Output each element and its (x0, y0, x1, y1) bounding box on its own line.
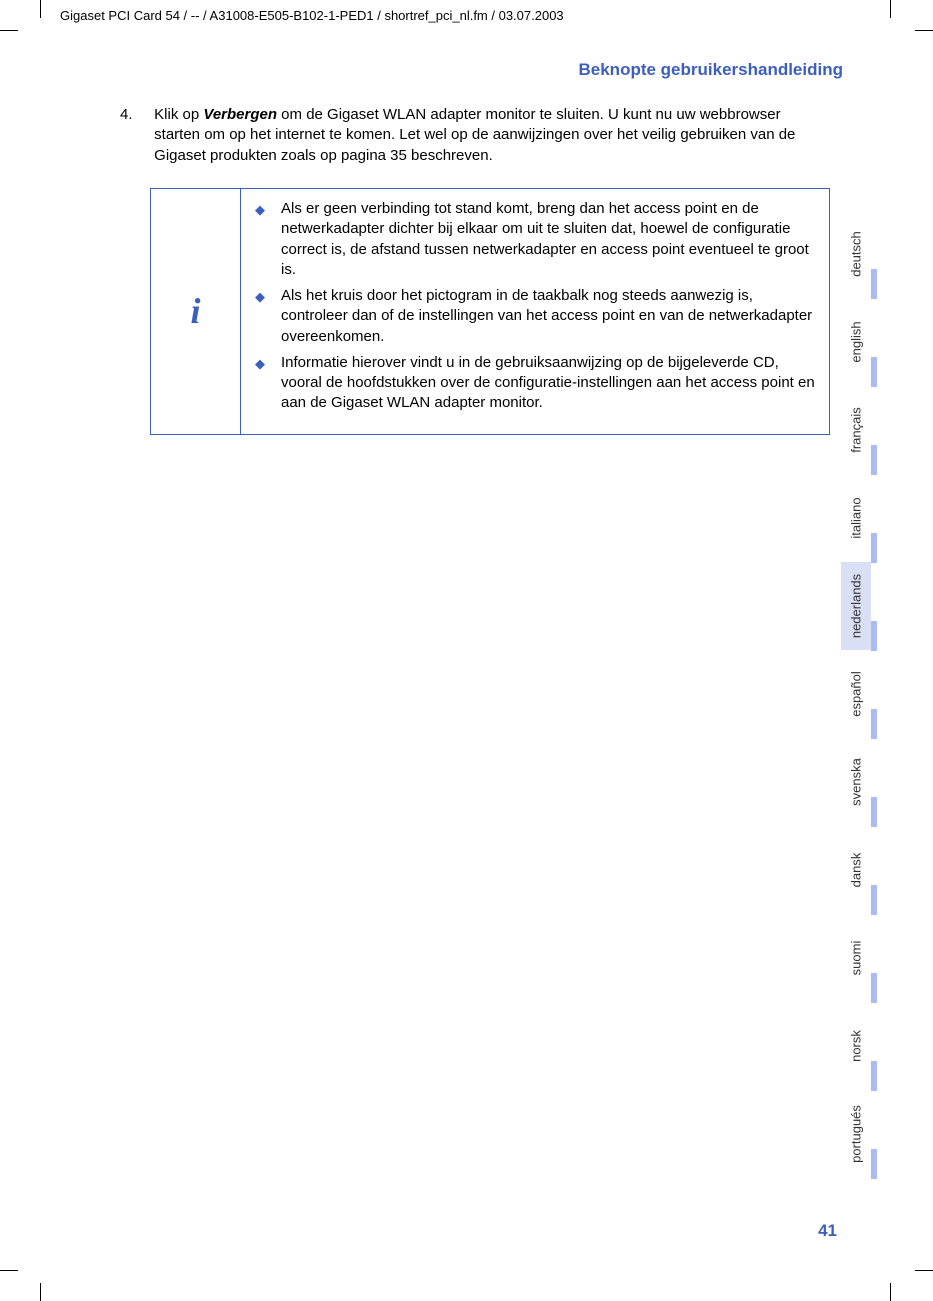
lang-tab-français[interactable]: français (841, 386, 871, 474)
info-bullet-text: Informatie hierover vindt u in de gebrui… (281, 353, 815, 414)
crop-mark (0, 1270, 18, 1271)
step-bold: Verbergen (203, 106, 277, 123)
lang-tab-norsk[interactable]: norsk (841, 1002, 871, 1090)
crop-mark (0, 30, 18, 31)
page-number: 41 (818, 1221, 837, 1241)
lang-tab-bar (871, 709, 877, 739)
page-title: Beknopte gebruikershandleiding (579, 60, 844, 80)
info-bullet-text: Als er geen verbinding tot stand komt, b… (281, 199, 815, 280)
step-number: 4. (120, 105, 150, 125)
lang-label: italiano (849, 497, 864, 538)
lang-label: svenska (849, 758, 864, 806)
step-text: Klik op Verbergen om de Gigaset WLAN ada… (154, 105, 814, 166)
lang-tab-nederlands[interactable]: nederlands (841, 562, 871, 650)
header-path: Gigaset PCI Card 54 / -- / A31008-E505-B… (60, 8, 564, 23)
info-bullet-row: ◆Informatie hierover vindt u in de gebru… (255, 353, 815, 414)
lang-tab-bar (871, 885, 877, 915)
lang-tab-bar (871, 357, 877, 387)
lang-tab-bar (871, 1149, 877, 1179)
lang-tab-bar (871, 533, 877, 563)
lang-tab-italiano[interactable]: italiano (841, 474, 871, 562)
lang-tab-portugués[interactable]: portugués (841, 1090, 871, 1178)
lang-label: nederlands (849, 574, 864, 638)
lang-label: deutsch (849, 231, 864, 277)
lang-label: portugués (849, 1105, 864, 1163)
info-bullet-text: Als het kruis door het pictogram in de t… (281, 286, 815, 347)
step-prefix: Klik op (154, 106, 203, 123)
lang-tab-svenska[interactable]: svenska (841, 738, 871, 826)
info-bullet-row: ◆Als het kruis door het pictogram in de … (255, 286, 815, 347)
step-4: 4. Klik op Verbergen om de Gigaset WLAN … (120, 105, 820, 166)
diamond-bullet-icon: ◆ (255, 353, 281, 414)
crop-mark (40, 0, 41, 18)
lang-tab-bar (871, 797, 877, 827)
info-bullet-row: ◆Als er geen verbinding tot stand komt, … (255, 199, 815, 280)
language-tabs: deutsch english français italiano nederlands… (841, 210, 871, 1178)
lang-tab-bar (871, 445, 877, 475)
lang-tab-bar (871, 621, 877, 651)
lang-tab-dansk[interactable]: dansk (841, 826, 871, 914)
lang-tab-deutsch[interactable]: deutsch (841, 210, 871, 298)
info-box: i ◆Als er geen verbinding tot stand komt… (150, 188, 830, 435)
info-icon: i (151, 189, 241, 434)
crop-mark (890, 1283, 891, 1301)
diamond-bullet-icon: ◆ (255, 286, 281, 347)
lang-label: english (849, 321, 864, 362)
crop-mark (915, 1270, 933, 1271)
crop-mark (890, 0, 891, 18)
lang-tab-bar (871, 269, 877, 299)
crop-mark (40, 1283, 41, 1301)
lang-tab-bar (871, 973, 877, 1003)
diamond-bullet-icon: ◆ (255, 199, 281, 280)
lang-label: dansk (849, 853, 864, 888)
lang-tab-español[interactable]: español (841, 650, 871, 738)
lang-tab-suomi[interactable]: suomi (841, 914, 871, 1002)
lang-tab-bar (871, 1061, 877, 1091)
crop-mark (915, 30, 933, 31)
lang-label: norsk (849, 1030, 864, 1062)
lang-label: suomi (849, 941, 864, 976)
info-content: ◆Als er geen verbinding tot stand komt, … (241, 189, 829, 434)
lang-label: español (849, 671, 864, 717)
lang-label: français (849, 407, 864, 453)
lang-tab-english[interactable]: english (841, 298, 871, 386)
